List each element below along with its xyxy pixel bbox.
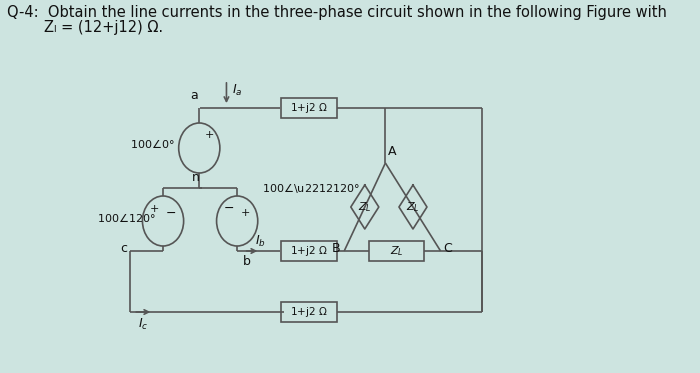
- Text: −: −: [166, 207, 176, 220]
- Text: Zₗ = (12+j12) Ω.: Zₗ = (12+j12) Ω.: [6, 20, 162, 35]
- Text: 1+j2 $\Omega$: 1+j2 $\Omega$: [290, 305, 328, 319]
- Bar: [281, 98, 337, 118]
- Text: 1+j2 $\Omega$: 1+j2 $\Omega$: [290, 244, 328, 258]
- Text: $Z_L$: $Z_L$: [406, 200, 420, 214]
- Text: 1+j2 $\Omega$: 1+j2 $\Omega$: [290, 101, 328, 115]
- Bar: [281, 302, 337, 322]
- Text: b: b: [242, 255, 251, 268]
- Text: +: +: [241, 209, 250, 219]
- Bar: [281, 241, 337, 261]
- Text: Q-4:  Obtain the line currents in the three-phase circuit shown in the following: Q-4: Obtain the line currents in the thr…: [6, 5, 666, 20]
- Text: $Z_L$: $Z_L$: [390, 244, 403, 258]
- Text: $I_a$: $I_a$: [232, 82, 243, 98]
- Text: $Z_L$: $Z_L$: [358, 200, 372, 214]
- Text: c: c: [120, 242, 127, 256]
- Text: +: +: [150, 204, 160, 213]
- Bar: [368, 241, 424, 261]
- Text: C: C: [443, 241, 452, 254]
- Text: 100$\angle$0°: 100$\angle$0°: [130, 138, 174, 150]
- Text: 100$\angle$120°: 100$\angle$120°: [97, 210, 156, 223]
- Text: +: +: [205, 131, 214, 141]
- Text: 100$\angle$\u2212120°: 100$\angle$\u2212120°: [262, 181, 360, 195]
- Text: A: A: [388, 145, 396, 158]
- Text: $I_b$: $I_b$: [256, 233, 266, 248]
- Text: $I_c$: $I_c$: [139, 316, 148, 332]
- Text: a: a: [190, 89, 199, 102]
- Text: n: n: [191, 171, 200, 184]
- Text: −: −: [224, 202, 234, 215]
- Text: B: B: [332, 241, 340, 254]
